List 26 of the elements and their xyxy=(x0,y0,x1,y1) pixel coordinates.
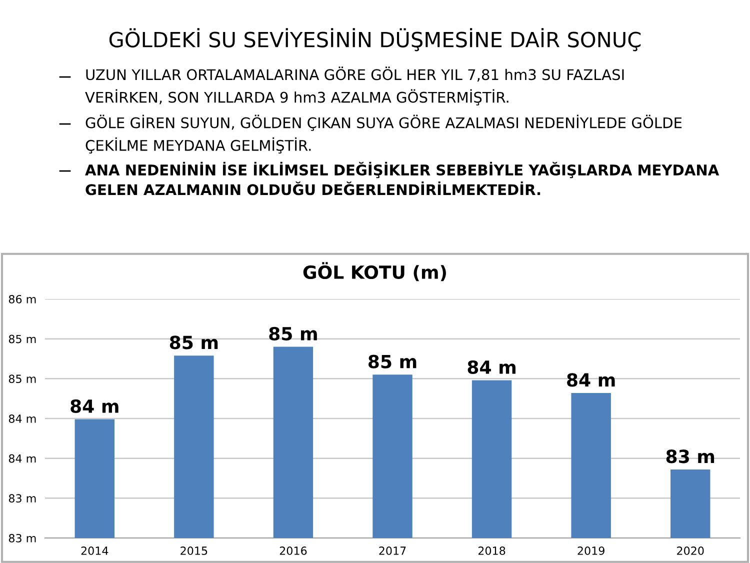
x-tick-label: 2017 xyxy=(379,546,406,555)
text: GÖLE GİREN SUYUN, GÖLDEN ÇIKAN SUYA GÖRE AZALMASI NEDENİYLEDE GÖLDE ÇEKİLME MEYDANA GELMİŞTİR. xyxy=(86,114,682,154)
data-label: 83 m xyxy=(666,450,714,464)
text: UZUN YILLAR ORTALAMALARINA GÖRE GÖL HER YIL 7,81 hm3 SU FAZLASI VERİRKEN, SON YILLARDA 9 hm3 AZALMA GÖSTERMİŞTİR. xyxy=(85,66,624,106)
chart-title: GÖL KOTU (m) xyxy=(303,262,446,282)
data-label: 85 m xyxy=(368,354,416,368)
y-tick-label: 83 m xyxy=(8,534,36,542)
y-tick-label: 84 m xyxy=(8,414,36,423)
x-tick-label: 2020 xyxy=(677,546,704,555)
x-tick-label: 2016 xyxy=(280,546,307,555)
data-label: 84 m xyxy=(468,360,516,374)
x-tick-label: 2015 xyxy=(180,546,208,555)
text: GÖLDEKİ SU SEVİYESİNİN DÜŞMESİNE DAİR SONUÇ xyxy=(109,28,641,52)
text: ANA NEDENİNİN İSE İKLİMSEL DEĞİŞİKLER SEBEBİYLE YAĞIŞLARDA MEYDANA GELEN AZALMANIN OLDUĞU DEĞERLENDİRİLMEKTEDİR. xyxy=(85,162,720,196)
x-tick-label: 2019 xyxy=(578,546,604,555)
data-label: 85 m xyxy=(170,336,218,350)
y-tick-label: 85 m xyxy=(8,374,36,384)
y-tick-label: 83 m xyxy=(8,494,36,503)
x-tick-label: 2018 xyxy=(478,546,506,555)
data-label: 85 m xyxy=(269,326,317,341)
x-tick-label: 2014 xyxy=(81,546,108,555)
data-label: 84 m xyxy=(567,373,615,387)
data-label: 84 m xyxy=(70,399,118,414)
y-tick-label: 84 m xyxy=(8,454,36,463)
y-tick-label: 86 m xyxy=(8,294,36,304)
y-tick-label: 85 m xyxy=(8,334,36,344)
